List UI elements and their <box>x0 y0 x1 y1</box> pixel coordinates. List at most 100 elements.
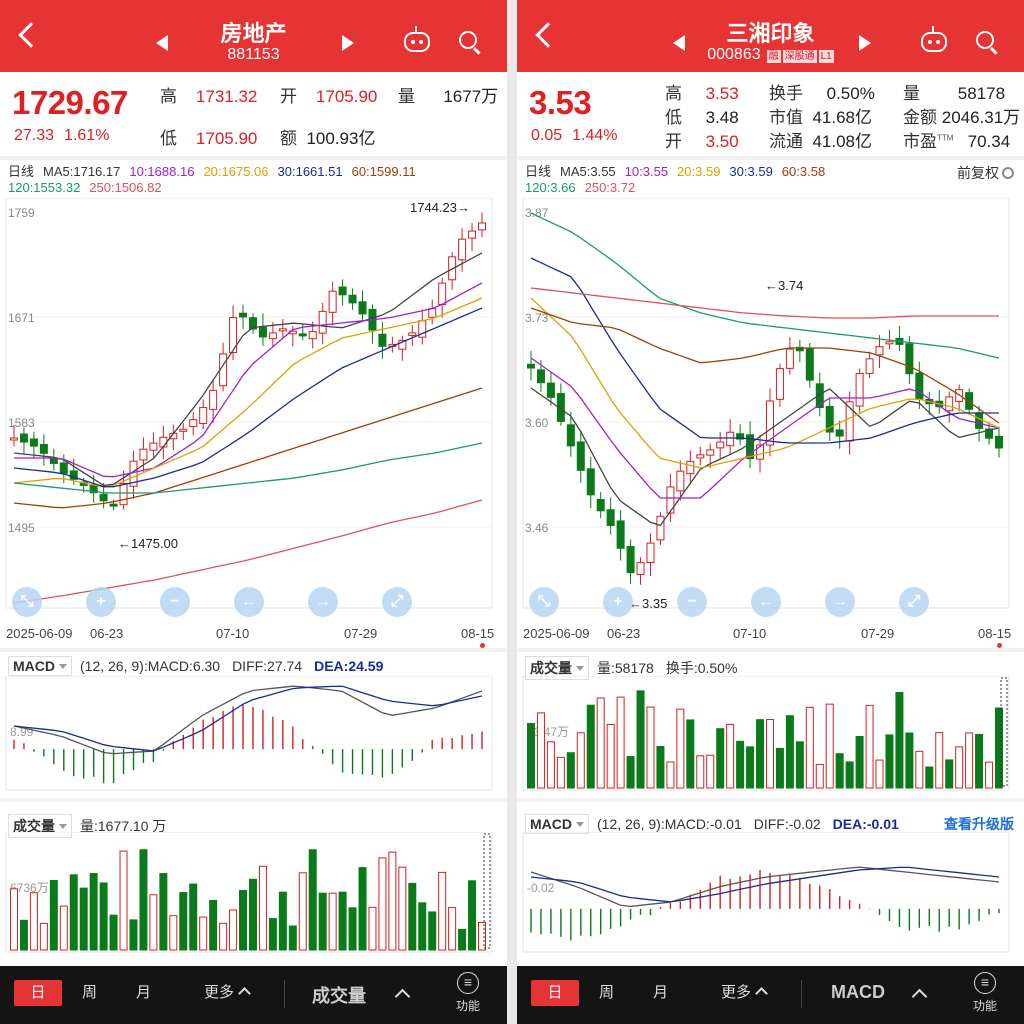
volume-bar <box>458 928 467 951</box>
date-label: 07-29 <box>344 626 378 641</box>
candle <box>586 468 595 496</box>
more-button[interactable]: 更多 <box>721 981 766 1002</box>
candle <box>149 442 158 451</box>
date-label: 08-15 <box>978 626 1012 641</box>
indicator-switch[interactable]: 成交量 <box>312 986 366 1006</box>
candle <box>546 382 555 398</box>
volume-bar <box>566 752 575 789</box>
macd-header: MACD (12, 26, 9):MACD:-0.01 DIFF:-0.02 DEA:… <box>525 814 911 834</box>
volume-bar <box>39 922 48 951</box>
assistant-icon[interactable] <box>921 26 947 52</box>
prev-stock-icon[interactable] <box>673 35 685 51</box>
indicator-selector[interactable]: 成交量 <box>8 814 72 838</box>
volume-bar <box>546 741 555 789</box>
adjust-selector[interactable]: 前复权 <box>957 163 1014 183</box>
chart-controls: ⤡ + − ← → ⤢ <box>0 587 507 617</box>
expand-icon[interactable]: ⤡ <box>12 587 42 617</box>
fullscreen-icon[interactable]: ⤢ <box>899 587 929 617</box>
candle <box>626 546 635 574</box>
kline-chart[interactable]: 175916711583149514071744.23→←1475.00 <box>0 198 507 618</box>
pan-left-icon[interactable]: ← <box>234 587 264 617</box>
tab-month[interactable]: 月 <box>653 984 669 1001</box>
candle <box>905 343 914 375</box>
candle <box>458 238 467 261</box>
zoom-out-icon[interactable]: − <box>160 587 190 617</box>
tag-connect: 深股通 <box>782 50 817 63</box>
gear-icon[interactable] <box>1002 167 1014 179</box>
volume-bar <box>885 734 894 789</box>
volume-bar <box>965 732 974 789</box>
zoom-in-icon[interactable]: + <box>603 587 633 617</box>
panel-axis-label: 6736万 <box>10 881 49 895</box>
ma-legend-item: 10:3.55 <box>624 164 669 179</box>
volume-bar <box>189 883 198 951</box>
volume-panel[interactable]: 6736万 <box>0 832 507 956</box>
pan-left-icon[interactable]: ← <box>751 587 781 617</box>
ma-legend-item: 日线 <box>525 164 552 179</box>
volume-bar <box>666 761 675 789</box>
indicator-selector[interactable]: MACD <box>525 814 589 834</box>
chevron-up-icon[interactable] <box>911 988 928 1005</box>
chevron-up-icon[interactable] <box>394 988 411 1005</box>
candle <box>119 482 128 506</box>
tab-week[interactable]: 周 <box>82 984 98 1001</box>
candle <box>39 443 48 454</box>
volume-panel[interactable]: 23.47万 <box>517 676 1024 794</box>
ma-legend-item: 60:3.58 <box>781 164 826 179</box>
y-axis-label: 1759 <box>8 206 35 220</box>
candle <box>696 454 705 459</box>
candle <box>656 515 665 541</box>
candle <box>636 562 645 575</box>
volume-bar <box>985 761 994 789</box>
ma-line <box>14 282 483 478</box>
volume-bar <box>865 704 874 789</box>
indicator-switch[interactable]: MACD <box>831 982 885 1002</box>
indicator-selector[interactable]: 成交量 <box>525 656 589 680</box>
quote-low: 低 3.48 <box>665 108 739 127</box>
macd-header: MACD (12, 26, 9):MACD:6.30 DIFF:27.74 DEA:2… <box>8 656 395 676</box>
ma-line <box>13 252 483 487</box>
volume-bar <box>149 894 158 951</box>
macd-line <box>530 866 1000 908</box>
expand-icon[interactable]: ⤡ <box>529 587 559 617</box>
volume-bar <box>785 715 794 789</box>
zoom-out-icon[interactable]: − <box>677 587 707 617</box>
macd-line <box>13 685 483 752</box>
pan-right-icon[interactable]: → <box>825 587 855 617</box>
tab-day[interactable]: 日 <box>531 980 579 1006</box>
volume-bar <box>527 723 535 789</box>
quote-volume: 量 1677万 <box>398 87 499 106</box>
ma-line <box>530 287 999 319</box>
search-icon[interactable] <box>459 31 477 49</box>
ma-legend-line1: 日线 MA5:3.55 10:3.55 20:3.59 30:3.59 60:3.58 <box>525 163 834 181</box>
candle <box>875 346 884 356</box>
more-button[interactable]: 更多 <box>204 981 249 1002</box>
search-icon[interactable] <box>976 31 994 49</box>
quote-amount: 金额 2046.31万 <box>903 108 1021 127</box>
bottom-bar: 日 周 月 更多 MACD ≡ 功能 <box>517 966 1024 1024</box>
volume-bar <box>338 891 347 951</box>
function-button[interactable]: ≡ 功能 <box>455 972 480 1013</box>
fullscreen-icon[interactable]: ⤢ <box>382 587 412 617</box>
upgrade-link[interactable]: 查看升级版 <box>944 816 1014 832</box>
pan-right-icon[interactable]: → <box>308 587 338 617</box>
kline-chart[interactable]: 3.873.733.603.463.33←3.74←3.35 <box>517 198 1024 618</box>
tab-day[interactable]: 日 <box>14 980 62 1006</box>
macd-panel[interactable]: -0.02 <box>517 832 1024 956</box>
high-annotation: ←3.74 <box>765 278 803 293</box>
tab-month[interactable]: 月 <box>136 984 152 1001</box>
quote-float: 流通 41.08亿 <box>769 132 872 151</box>
volume-bar <box>19 919 28 951</box>
function-button[interactable]: ≡ 功能 <box>972 972 997 1013</box>
assistant-icon[interactable] <box>404 26 430 52</box>
macd-panel[interactable]: 8.99 <box>0 676 507 794</box>
tab-week[interactable]: 周 <box>599 984 615 1001</box>
next-stock-icon[interactable] <box>859 35 871 51</box>
quote-pe: 市盈TTM 70.34 <box>903 132 1011 151</box>
volume-bar <box>179 892 188 951</box>
volume-bar <box>358 867 367 951</box>
indicator-selector[interactable]: MACD <box>8 656 72 676</box>
next-stock-icon[interactable] <box>342 35 354 51</box>
prev-stock-icon[interactable] <box>156 35 168 51</box>
zoom-in-icon[interactable]: + <box>86 587 116 617</box>
